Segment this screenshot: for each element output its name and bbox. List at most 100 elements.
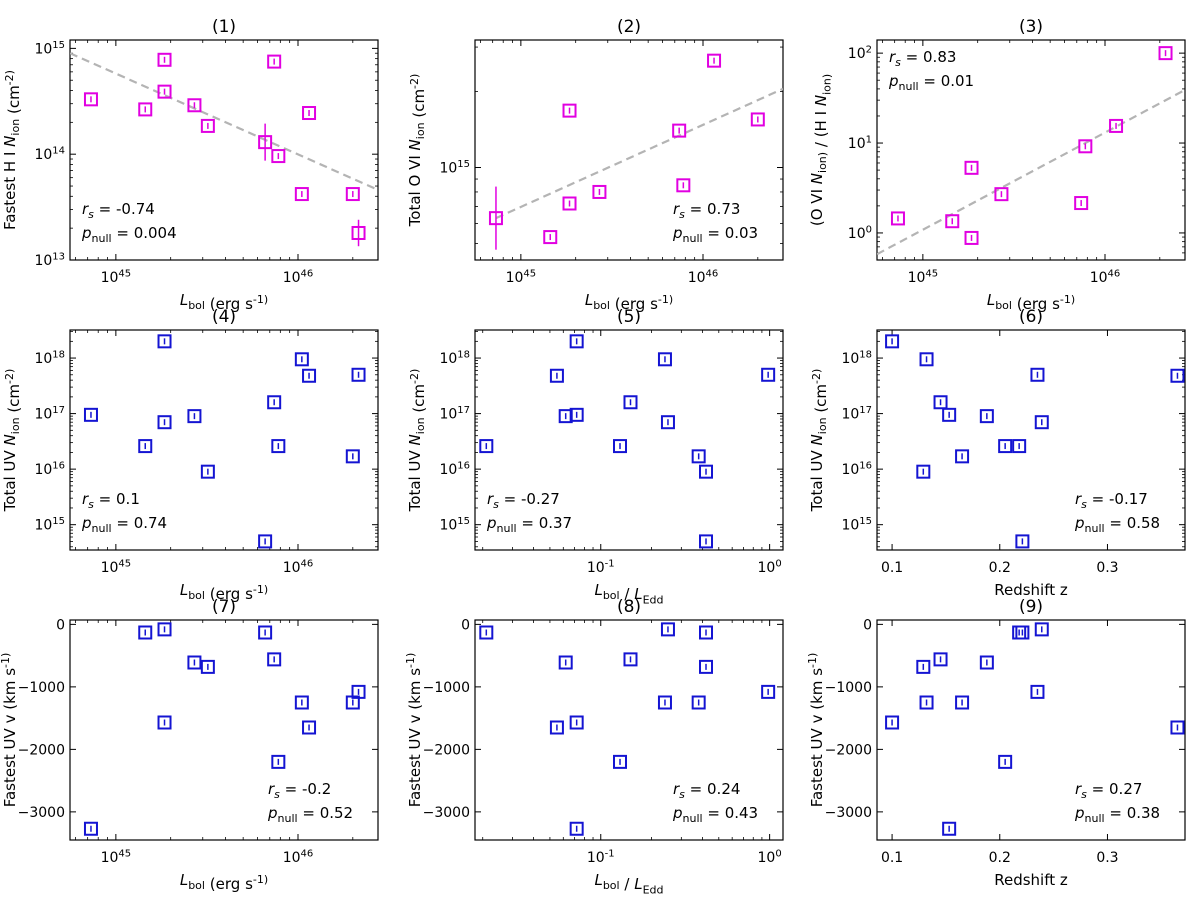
data-point (623, 652, 638, 667)
x-tick-label: 1046 (283, 848, 314, 866)
x-tick-label: 1046 (283, 558, 314, 576)
x-tick-label: 0.1 (881, 850, 903, 866)
x-tick-label: 100 (758, 558, 782, 576)
data-point (294, 352, 309, 367)
fit-line (70, 52, 378, 191)
data-point (187, 98, 202, 113)
data-point (1078, 139, 1093, 154)
data-point (271, 149, 286, 164)
data-point (964, 160, 979, 175)
y-tick-label: 1015 (439, 159, 470, 177)
plot-area (885, 622, 1185, 836)
data-point (623, 395, 638, 410)
y-axis-label: Total UV Nion (cm-2) (1, 369, 23, 513)
data-point (200, 464, 215, 479)
y-tick-label: −3000 (825, 805, 872, 821)
stat-rs: rs = 0.1 (82, 490, 140, 511)
data-point (942, 407, 957, 422)
panel-title: (8) (617, 597, 641, 617)
data-point (200, 659, 215, 674)
data-point (1034, 415, 1049, 430)
panel-title: (7) (212, 597, 236, 617)
data-point (998, 439, 1013, 454)
data-point (83, 821, 98, 836)
panel-1: (1) 1045 1046 1013 1014 1015 Lbol (erg s-1) Fas… (1, 17, 379, 313)
data-point (916, 464, 931, 479)
y-tick-label: 1017 (439, 405, 470, 423)
panel-4: (4) 1045 1046 1015 1016 1017 1018 Lbol (erg s-1… (1, 307, 379, 603)
data-point (1015, 534, 1030, 549)
y-tick-label: −1000 (423, 680, 470, 696)
x-tick-label: 0.2 (989, 850, 1011, 866)
plot-frame (69, 619, 379, 841)
x-tick-label: 0.2 (989, 560, 1011, 576)
data-point (302, 720, 317, 735)
data-point (258, 123, 273, 161)
stat-rs: rs = -0.74 (82, 200, 155, 221)
data-point (691, 449, 706, 464)
data-point (302, 106, 317, 121)
y-tick-label: 0 (461, 617, 470, 633)
plot-frame (69, 329, 379, 551)
y-axis-label: Fastest H I Nion (cm-2) (1, 70, 23, 230)
y-tick-label: 100 (848, 224, 872, 242)
data-point (258, 534, 273, 549)
y-axis-label: Total O VI Nion (cm-2) (406, 74, 428, 228)
x-tick-label: 1046 (1090, 268, 1121, 286)
stat-pnull: pnull = 0.43 (672, 804, 758, 825)
y-axis-label: Total UV Nion (cm-2) (406, 369, 428, 513)
y-tick-label: 0 (56, 617, 65, 633)
data-point (933, 652, 948, 667)
data-point (699, 625, 714, 640)
data-point (157, 334, 172, 349)
y-tick-label: 1016 (34, 461, 65, 479)
data-point (479, 439, 494, 454)
data-point (345, 187, 360, 202)
plot-area (70, 52, 378, 247)
data-point (157, 52, 172, 67)
data-point (294, 695, 309, 710)
plot-area (83, 334, 366, 549)
data-point (569, 715, 584, 730)
data-point (345, 449, 360, 464)
x-tick-label: 0.3 (1096, 560, 1118, 576)
data-point (294, 187, 309, 202)
data-point (351, 684, 366, 699)
data-point (549, 368, 564, 383)
data-point (1012, 625, 1027, 640)
data-point (933, 395, 948, 410)
plot-frame (876, 329, 1186, 551)
panel-5: (5) 10-1 100 1015 1016 1017 1018 Lbol / LEdd Tot… (406, 307, 784, 606)
x-axis-label: Lbol (erg s-1) (585, 291, 673, 313)
panel-title: (2) (617, 17, 641, 37)
stat-rs: rs = -0.17 (1075, 490, 1148, 511)
data-point (979, 655, 994, 670)
data-point (660, 415, 675, 430)
data-point (945, 214, 960, 229)
x-tick-label: 10-1 (587, 558, 615, 576)
panel-6: (6) 0.1 0.2 0.3 1015 1016 1017 1018 Redshift z To… (808, 307, 1186, 599)
panel-9: (9) 0.1 0.2 0.3 0 −1000 −2000 −3000 Redshift z Fa… (806, 597, 1186, 889)
panel-title: (6) (1019, 307, 1043, 327)
data-point (200, 118, 215, 133)
data-point (302, 368, 317, 383)
data-point (1074, 196, 1089, 211)
x-axis-label: Lbol / LEdd (594, 871, 663, 896)
plot-area (83, 622, 366, 836)
y-axis-label: Fastest UV v (km s-1) (0, 653, 19, 808)
data-point (1015, 625, 1030, 640)
data-point (562, 103, 577, 118)
y-tick-label: −3000 (18, 805, 65, 821)
y-tick-label: 1018 (34, 349, 65, 367)
data-point (157, 715, 172, 730)
y-tick-label: 1017 (34, 405, 65, 423)
y-axis-label: Fastest UV v (km s-1) (806, 653, 826, 808)
plot-frame (474, 39, 784, 261)
x-tick-label: 1046 (688, 268, 719, 286)
data-point (994, 187, 1009, 202)
y-tick-label: 0 (863, 617, 872, 633)
x-tick-label: 0.1 (881, 560, 903, 576)
y-tick-label: −2000 (825, 742, 872, 758)
data-point (699, 464, 714, 479)
